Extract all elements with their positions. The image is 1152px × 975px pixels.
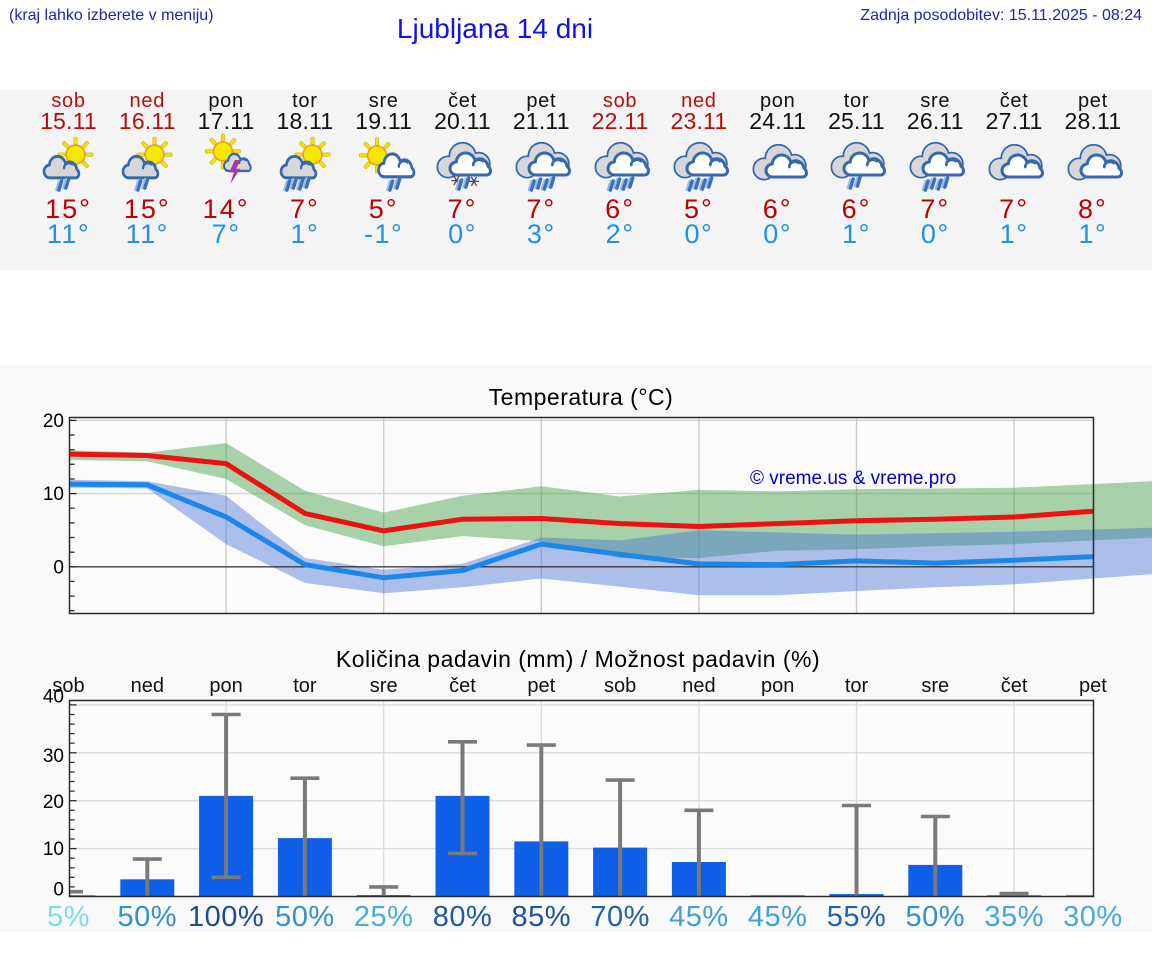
- svg-text:10: 10: [43, 839, 64, 860]
- svg-text:0: 0: [53, 557, 64, 578]
- svg-text:30: 30: [43, 746, 64, 767]
- svg-text:© vreme.us & vreme.pro: © vreme.us & vreme.pro: [750, 468, 956, 489]
- svg-text:10: 10: [43, 484, 64, 505]
- svg-text:20: 20: [43, 411, 64, 432]
- svg-text:0: 0: [53, 880, 64, 901]
- svg-text:20: 20: [43, 792, 64, 813]
- svg-text:40: 40: [43, 687, 64, 708]
